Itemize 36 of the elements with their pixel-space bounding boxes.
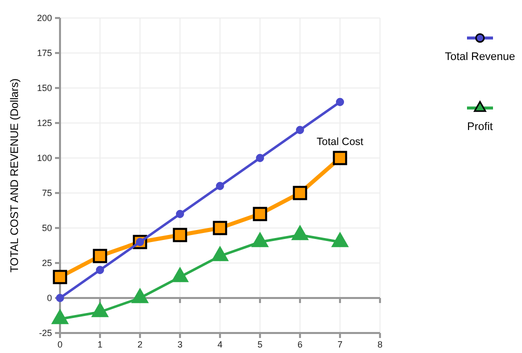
point: [52, 270, 68, 284]
x-tick-label: 3: [177, 339, 183, 350]
annotation: Total Cost: [316, 136, 364, 148]
y-tick-label: 50: [42, 222, 52, 233]
point: [96, 266, 104, 274]
point: [256, 154, 264, 162]
x-tick-label: 4: [217, 339, 223, 350]
x-tick-label: 5: [257, 339, 263, 350]
x-tick-label: 7: [337, 339, 343, 350]
x-tick-label: 8: [377, 339, 383, 350]
y-tick-label: 175: [36, 48, 52, 58]
point: [176, 210, 184, 218]
point: [172, 228, 188, 242]
point: [252, 206, 268, 222]
x-tick-label: 1: [97, 339, 103, 350]
point: [92, 248, 108, 264]
y-tick-label: -25: [38, 328, 52, 338]
y-tick-label: 200: [36, 12, 52, 23]
point: [216, 182, 224, 190]
y-tick-label: 150: [36, 82, 52, 93]
y-tick-label: 25: [42, 258, 52, 268]
legend-label: Profit: [467, 121, 493, 133]
y-tick-label: 100: [36, 152, 52, 163]
legend-label: Total Revenue: [444, 51, 516, 63]
y-tick-label: 0: [46, 292, 52, 303]
x-tick-label: 2: [137, 339, 143, 350]
point: [292, 186, 308, 200]
point: [332, 150, 348, 166]
y-axis-title: TOTAL COST AND REVENUE (Dollars): [9, 78, 21, 272]
y-tick-label: 125: [36, 118, 52, 128]
x-tick-label: 6: [297, 339, 303, 350]
point: [336, 98, 344, 106]
point: [212, 220, 228, 236]
y-tick-label: 75: [42, 188, 52, 198]
point: [296, 126, 304, 134]
x-tick-label: 0: [57, 339, 63, 350]
